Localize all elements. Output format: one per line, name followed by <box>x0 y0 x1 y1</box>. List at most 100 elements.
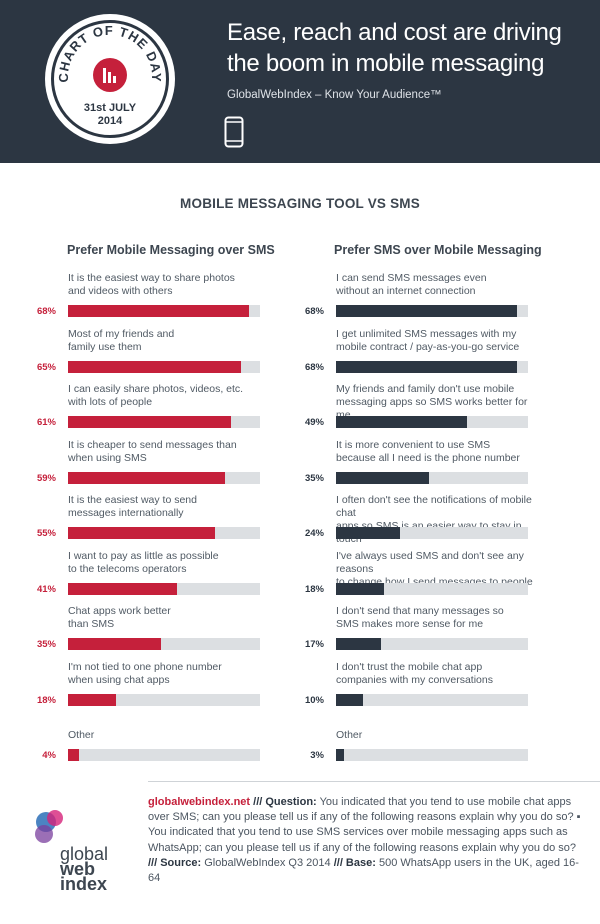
bar-label-line: with lots of people <box>68 396 153 408</box>
right-bar-item: Other 3% <box>298 716 538 766</box>
right-bar-item: I get unlimited SMS messages with my mobi… <box>298 328 538 378</box>
right-bar-item: I've always used SMS and don't see any r… <box>298 550 538 600</box>
bar-track <box>68 582 260 595</box>
bar-label: My friends and family don't use mobile me… <box>336 383 536 422</box>
bar <box>336 749 344 761</box>
bar-track <box>336 582 528 595</box>
website-link[interactable]: globalwebindex.net <box>148 796 251 808</box>
page-title: Ease, reach and cost are driving the boo… <box>227 17 597 79</box>
footnote: globalwebindex.net /// Question: You ind… <box>148 795 588 886</box>
left-bar-item: I can easily share photos, videos, etc. w… <box>30 383 270 433</box>
logo-text-web: web <box>60 859 96 879</box>
page-subtitle: GlobalWebIndex – Know Your Audience™ <box>227 89 442 101</box>
bar-track <box>68 305 260 317</box>
bar-label-line: It is cheaper to send messages than <box>68 438 237 451</box>
left-bar-item: Most of my friends and family use them 65% <box>30 328 270 378</box>
bar-label-line: My friends and family don't use mobile <box>336 383 515 395</box>
left-bar-item: I want to pay as little as possible to th… <box>30 550 270 600</box>
bar-label-line: I can easily share photos, videos, etc. <box>68 383 244 395</box>
bar-track <box>68 693 260 706</box>
bar-value-label: 68% <box>36 306 56 317</box>
right-bar-item: I can send SMS messages even without an i… <box>298 272 538 322</box>
bar-label: I don't send that many messages so SMS ma… <box>336 605 536 631</box>
bar-label-line: family use them <box>68 340 142 353</box>
bar-label: I don't trust the mobile chat app compani… <box>336 661 536 687</box>
badge-date-day: 31st JULY <box>83 102 137 114</box>
title-line-2: the boom in mobile messaging <box>227 50 545 77</box>
bar <box>336 471 430 484</box>
bar-value-label: 18% <box>304 583 324 595</box>
bar-value-label: 4% <box>42 750 56 761</box>
bar-label-line: and videos with others <box>68 285 173 297</box>
bar-value-label: 17% <box>304 639 324 650</box>
question-label: /// Question: <box>253 796 317 808</box>
bar-value-label: 3% <box>310 750 324 761</box>
bar <box>336 305 518 317</box>
bar-label: It is more convenient to use SMS because … <box>336 439 536 465</box>
bar-track <box>68 638 260 650</box>
bar-track <box>336 305 528 317</box>
bar-track <box>336 360 528 373</box>
right-bar-item: I don't trust the mobile chat app compani… <box>298 661 538 711</box>
bar-value-label: 55% <box>36 528 56 539</box>
bar <box>336 360 518 373</box>
bar <box>68 527 215 539</box>
bar-value-label: 61% <box>36 417 56 428</box>
right-bar-item: It is more convenient to use SMS because … <box>298 439 538 489</box>
right-bar-item: I often don't see the notifications of m… <box>298 494 538 545</box>
bar-label-line: when using SMS <box>68 451 147 464</box>
bar-label: I'm not tied to one phone number when usi… <box>68 661 268 687</box>
bar-label-line: I can send SMS messages even <box>336 272 487 284</box>
bar-track <box>68 360 260 373</box>
bar-label-line: I get unlimited SMS messages with my <box>336 327 517 340</box>
bar <box>68 582 178 595</box>
left-bar-item: Chat apps work better than SMS 35% <box>30 605 270 655</box>
bar <box>68 416 231 428</box>
left-bar-item: I'm not tied to one phone number when usi… <box>30 661 270 711</box>
left-bar-item: Other 4% <box>30 716 270 766</box>
footer-divider <box>148 781 600 782</box>
bar-track <box>336 749 528 761</box>
bar-track <box>68 416 260 428</box>
bar-chart-icon <box>93 58 127 92</box>
bar-label-line: It is more convenient to use SMS <box>336 438 491 451</box>
bar-value-label: 41% <box>36 583 56 595</box>
bar-value-label: 68% <box>304 306 324 317</box>
bar <box>68 749 79 761</box>
bar-track <box>336 693 528 706</box>
base-text: 500 WhatsApp users in the UK, aged 16-64 <box>148 856 579 885</box>
bar-value-label: 10% <box>304 694 324 706</box>
bar-label: Chat apps work better than SMS <box>68 605 268 631</box>
bar-track <box>68 527 260 539</box>
bar-label-line: I want to pay as little as possible <box>68 549 219 562</box>
bar <box>336 416 467 428</box>
bar-label-line: companies with my conversations <box>336 673 493 686</box>
bar <box>68 305 250 317</box>
bar-label-line: without an internet connection <box>336 285 476 297</box>
bar-label-line: Other <box>336 729 363 741</box>
bar-track <box>336 471 528 484</box>
bar-value-label: 65% <box>36 361 56 373</box>
right-bar-item: I don't send that many messages so SMS ma… <box>298 605 538 655</box>
bar-label: It is cheaper to send messages than when … <box>68 439 268 465</box>
bar-value-label: 35% <box>36 639 56 650</box>
left-column-title: Prefer Mobile Messaging over SMS <box>67 243 275 257</box>
bar-label-line: Other <box>68 729 95 741</box>
bar-label: I get unlimited SMS messages with my mobi… <box>336 328 536 354</box>
right-bar-item: My friends and family don't use mobile me… <box>298 383 538 433</box>
bar-label-line: I'm not tied to one phone number <box>68 660 222 673</box>
bar-label-line: It is the easiest way to send <box>68 494 197 506</box>
chart-title: MOBILE MESSAGING TOOL VS SMS <box>180 196 420 211</box>
bar-value-label: 35% <box>304 472 324 484</box>
bar-label-line: SMS makes more sense for me <box>336 618 484 630</box>
bar-label: I can easily share photos, videos, etc. w… <box>68 383 268 409</box>
bar-track <box>336 638 528 650</box>
bar-label-line: I often don't see the notifications of m… <box>336 494 532 519</box>
bar-value-label: 24% <box>304 528 324 539</box>
logo-text-index: index <box>60 874 108 894</box>
bar <box>336 693 363 706</box>
source-text: GlobalWebIndex Q3 2014 <box>204 856 331 869</box>
bar-label: I can send SMS messages even without an i… <box>336 272 536 298</box>
bar-value-label: 49% <box>304 417 324 428</box>
title-line-1: Ease, reach and cost are driving <box>227 19 562 46</box>
